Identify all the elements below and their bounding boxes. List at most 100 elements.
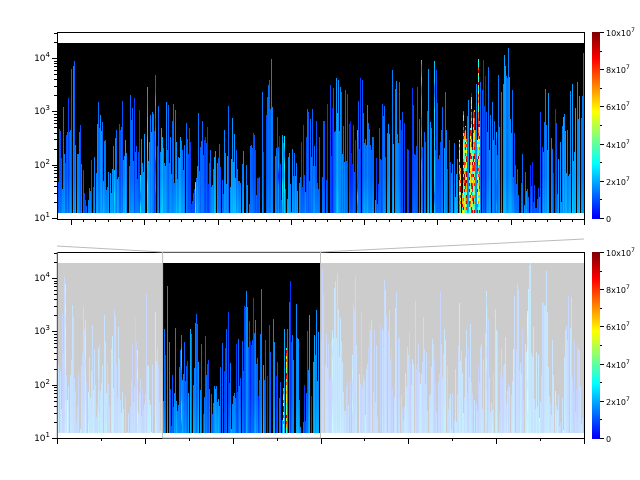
y-major-tick (52, 164, 57, 166)
x-minor-tick (193, 219, 195, 222)
colorbar-minor-tick (600, 162, 602, 164)
y-minor-tick (54, 294, 57, 296)
colorbar-minor-tick (600, 124, 602, 126)
x-minor-tick (241, 219, 243, 222)
colorbar-tick-label: 10x107 (606, 247, 635, 258)
y-tick-base: 10 (34, 434, 46, 444)
y-major-tick (52, 384, 57, 386)
y-minor-tick (54, 343, 57, 345)
x-minor-tick (303, 219, 305, 222)
x-minor-tick (339, 219, 341, 222)
y-minor-tick (54, 132, 57, 134)
x-major-tick (232, 438, 234, 444)
colorbar-tick-exponent: 7 (626, 395, 630, 403)
x-minor-tick (486, 219, 488, 222)
y-tick-label: 103 (10, 324, 50, 337)
y-minor-tick (54, 116, 57, 118)
y-minor-tick (54, 400, 57, 402)
x-minor-tick (522, 219, 524, 222)
x-minor-tick (229, 219, 231, 222)
colorbar-minor-tick (600, 199, 602, 201)
y-tick-base: 10 (34, 214, 46, 224)
y-minor-tick (54, 180, 57, 182)
bottom-colorbar (592, 252, 600, 439)
x-minor-tick (412, 219, 414, 222)
colorbar-major-tick (600, 438, 604, 439)
x-minor-tick (188, 438, 190, 441)
x-minor-tick (95, 219, 97, 222)
y-minor-tick (54, 169, 57, 171)
colorbar-tick-label: 4x107 (606, 359, 630, 370)
y-minor-tick (54, 172, 57, 174)
y-minor-tick (54, 192, 57, 194)
x-major-tick (217, 219, 219, 225)
x-minor-tick (276, 438, 278, 441)
x-minor-tick (351, 219, 353, 222)
y-minor-tick (54, 336, 57, 338)
colorbar-minor-tick (600, 382, 602, 384)
y-major-tick (52, 278, 57, 280)
y-minor-tick (54, 280, 57, 282)
y-tick-label: 101 (10, 211, 50, 224)
y-tick-base: 10 (34, 54, 46, 65)
y-major-tick (52, 331, 57, 333)
y-tick-label: 104 (10, 271, 50, 284)
y-tick-exponent: 1 (45, 431, 50, 439)
colorbar-tick-mantissa: 8x10 (606, 66, 627, 76)
colorbar-minor-tick (600, 344, 602, 346)
y-minor-tick (54, 42, 57, 44)
colorbar-major-tick (600, 32, 604, 33)
x-minor-tick (364, 438, 366, 441)
colorbar-tick-exponent: 7 (626, 284, 630, 292)
colorbar-tick-exponent: 7 (626, 138, 630, 146)
colorbar-tick-label: 10x107 (606, 27, 635, 38)
colorbar-tick-mantissa: 4x10 (606, 360, 627, 370)
x-minor-tick (498, 219, 500, 222)
colorbar-tick-label: 2x107 (606, 396, 630, 407)
zoom-line-left (56, 245, 163, 253)
colorbar-tick-exponent: 7 (631, 247, 635, 254)
x-minor-tick (205, 219, 207, 222)
x-minor-tick (425, 219, 427, 222)
x-minor-tick (461, 219, 463, 222)
y-tick-exponent: 2 (45, 377, 50, 386)
y-minor-tick (54, 333, 57, 335)
x-minor-tick (449, 219, 451, 222)
colorbar-major-tick (600, 289, 604, 291)
y-tick-exponent: 4 (45, 51, 50, 60)
colorbar-tick-exponent: 7 (626, 64, 630, 72)
y-minor-tick (54, 412, 57, 414)
y-minor-tick (54, 392, 57, 394)
top-spectrogram-heatmap (57, 43, 584, 213)
x-minor-tick (132, 219, 133, 222)
y-minor-tick (54, 79, 57, 81)
y-major-tick (52, 218, 57, 219)
colorbar-major-tick (600, 252, 604, 253)
colorbar-major-tick (600, 69, 604, 71)
x-major-tick (584, 438, 585, 444)
y-minor-tick (54, 127, 57, 129)
x-major-tick (70, 219, 72, 225)
y-tick-exponent: 3 (45, 324, 50, 333)
x-minor-tick (156, 219, 158, 222)
colorbar-tick-mantissa: 2x10 (606, 177, 627, 187)
x-major-tick (408, 438, 410, 444)
colorbar-minor-tick (600, 50, 602, 52)
y-minor-tick (54, 85, 57, 87)
colorbar-tick-mantissa: 2x10 (606, 397, 627, 407)
y-minor-tick (54, 60, 57, 62)
x-minor-tick (107, 219, 109, 222)
x-minor-tick (559, 219, 561, 222)
colorbar-tick-mantissa: 8x10 (606, 286, 627, 296)
x-major-tick (437, 219, 439, 225)
colorbar-tick-label: 8x107 (606, 64, 630, 75)
y-minor-tick (54, 176, 57, 178)
x-minor-tick (278, 219, 280, 222)
colorbar-tick-label: 0 (606, 433, 611, 444)
y-minor-tick (54, 396, 57, 398)
top-colorbar (592, 32, 600, 219)
y-minor-tick (54, 69, 57, 71)
y-major-tick (52, 111, 57, 113)
